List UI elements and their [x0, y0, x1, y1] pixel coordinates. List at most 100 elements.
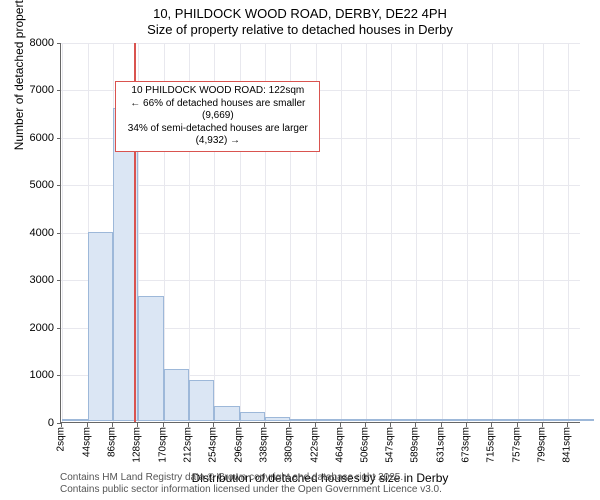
xtick-mark	[315, 423, 316, 427]
histogram-bar	[467, 419, 492, 421]
xtick-label: 44sqm	[81, 427, 92, 457]
annotation-line: 10 PHILDOCK WOOD ROAD: 122sqm	[122, 85, 313, 98]
annotation-box: 10 PHILDOCK WOOD ROAD: 122sqm← 66% of de…	[115, 81, 320, 152]
xtick-label: 212sqm	[182, 427, 193, 463]
xtick-mark	[390, 423, 391, 427]
ytick-mark	[57, 233, 61, 234]
ytick-mark	[57, 138, 61, 139]
gridline-vertical	[492, 43, 493, 422]
histogram-bar	[543, 419, 568, 421]
xtick-mark	[61, 423, 62, 427]
xtick-mark	[264, 423, 265, 427]
ytick-label: 3000	[30, 274, 54, 286]
gridline-vertical	[416, 43, 417, 422]
xtick-label: 799sqm	[536, 427, 547, 463]
xtick-mark	[567, 423, 568, 427]
xtick-label: 296sqm	[233, 427, 244, 463]
xtick-mark	[491, 423, 492, 427]
gridline-vertical	[341, 43, 342, 422]
ytick-label: 1000	[30, 369, 54, 381]
histogram-bar	[164, 369, 189, 420]
title-line1: 10, PHILDOCK WOOD ROAD, DERBY, DE22 4PH	[0, 6, 600, 22]
xtick-label: 422sqm	[309, 427, 320, 463]
xtick-label: 2sqm	[56, 427, 67, 451]
xtick-mark	[441, 423, 442, 427]
chart-title-block: 10, PHILDOCK WOOD ROAD, DERBY, DE22 4PH …	[0, 0, 600, 39]
histogram-bar	[518, 419, 543, 421]
histogram-bar	[341, 419, 366, 421]
histogram-bar	[290, 419, 315, 421]
xtick-mark	[112, 423, 113, 427]
xtick-label: 86sqm	[106, 427, 117, 457]
ytick-mark	[57, 280, 61, 281]
ytick-label: 5000	[30, 179, 54, 191]
histogram-bar	[138, 296, 163, 421]
xtick-label: 589sqm	[410, 427, 421, 463]
chart-container: 10 PHILDOCK WOOD ROAD: 122sqm← 66% of de…	[60, 43, 580, 423]
ytick-label: 4000	[30, 227, 54, 239]
xtick-mark	[340, 423, 341, 427]
histogram-bar	[316, 419, 341, 421]
ytick-label: 0	[48, 417, 54, 429]
ytick-mark	[57, 328, 61, 329]
gridline-vertical	[467, 43, 468, 422]
ytick-label: 7000	[30, 84, 54, 96]
histogram-bar	[442, 419, 467, 421]
footer-line1: Contains HM Land Registry data © Crown c…	[60, 472, 442, 484]
histogram-bar	[189, 380, 214, 420]
xtick-label: 506sqm	[360, 427, 371, 463]
ytick-mark	[57, 375, 61, 376]
histogram-bar	[568, 419, 593, 421]
xtick-mark	[239, 423, 240, 427]
histogram-bar	[492, 419, 517, 421]
xtick-label: 715sqm	[486, 427, 497, 463]
plot-area: 10 PHILDOCK WOOD ROAD: 122sqm← 66% of de…	[60, 43, 580, 423]
xtick-mark	[365, 423, 366, 427]
xtick-mark	[87, 423, 88, 427]
xtick-label: 631sqm	[435, 427, 446, 463]
footer-attribution: Contains HM Land Registry data © Crown c…	[60, 472, 442, 496]
xtick-mark	[289, 423, 290, 427]
histogram-bar	[240, 412, 265, 421]
gridline-vertical	[62, 43, 63, 422]
gridline-vertical	[543, 43, 544, 422]
gridline-vertical	[366, 43, 367, 422]
annotation-line: ← 66% of detached houses are smaller (9,…	[122, 98, 313, 123]
xtick-label: 338sqm	[258, 427, 269, 463]
annotation-line: 34% of semi-detached houses are larger (…	[122, 123, 313, 148]
ytick-mark	[57, 90, 61, 91]
histogram-bar	[62, 419, 87, 421]
xtick-label: 673sqm	[460, 427, 471, 463]
footer-line2: Contains public sector information licen…	[60, 484, 442, 496]
ytick-mark	[57, 43, 61, 44]
histogram-bar	[214, 406, 239, 421]
ytick-mark	[57, 185, 61, 186]
y-axis-label: Number of detached properties	[12, 0, 26, 150]
ytick-label: 8000	[30, 37, 54, 49]
xtick-mark	[517, 423, 518, 427]
xtick-mark	[415, 423, 416, 427]
xtick-mark	[542, 423, 543, 427]
histogram-bar	[88, 232, 113, 421]
xtick-label: 128sqm	[132, 427, 143, 463]
xtick-label: 464sqm	[334, 427, 345, 463]
gridline-vertical	[518, 43, 519, 422]
gridline-vertical	[568, 43, 569, 422]
title-line2: Size of property relative to detached ho…	[0, 22, 600, 38]
histogram-bar	[265, 417, 290, 420]
xtick-label: 254sqm	[208, 427, 219, 463]
xtick-label: 380sqm	[284, 427, 295, 463]
gridline-vertical	[391, 43, 392, 422]
histogram-bar	[416, 419, 441, 421]
xtick-label: 547sqm	[384, 427, 395, 463]
xtick-mark	[466, 423, 467, 427]
histogram-bar	[391, 419, 416, 421]
xtick-mark	[163, 423, 164, 427]
xtick-mark	[137, 423, 138, 427]
ytick-label: 2000	[30, 322, 54, 334]
gridline-vertical	[442, 43, 443, 422]
xtick-mark	[188, 423, 189, 427]
xtick-mark	[213, 423, 214, 427]
xtick-label: 841sqm	[562, 427, 573, 463]
xtick-label: 757sqm	[511, 427, 522, 463]
